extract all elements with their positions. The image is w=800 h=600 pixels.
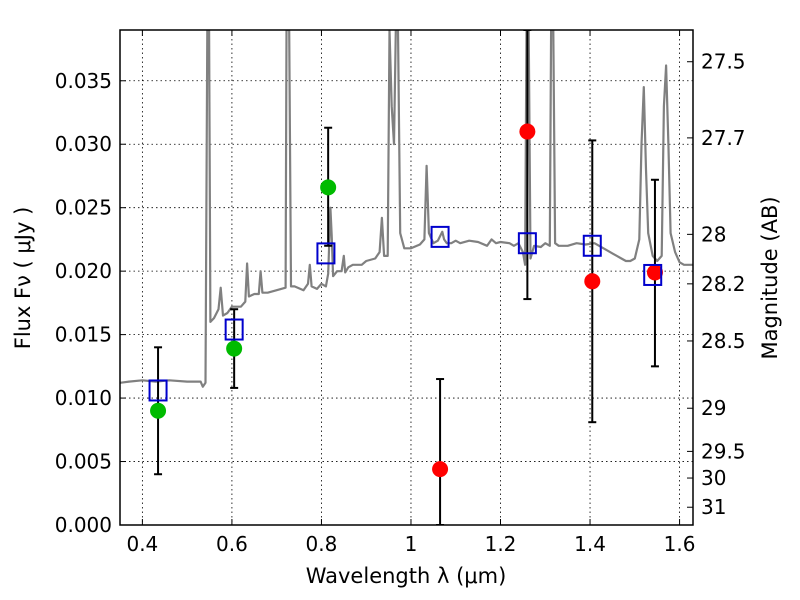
photometry-point [320,179,337,196]
photometry-point [226,340,243,357]
magnitude-tick-label: 29 [701,396,726,420]
y-tick-label: 0.000 [55,513,112,537]
x-tick-label: 0.4 [126,532,158,556]
magnitude-tick-label: 27.5 [701,50,746,74]
plot-area [120,30,693,525]
magnitude-tick-label: 28.5 [701,329,746,353]
y-axis-label: Flux Fν ( μJy ) [11,207,35,350]
y-tick-label: 0.010 [55,386,112,410]
y-tick-label: 0.025 [55,196,112,220]
y-tick-label: 0.015 [55,323,112,347]
model-flux-square [316,242,336,265]
model-flux-square [148,379,168,402]
photometry-point [150,402,167,419]
x-axis-label: Wavelength λ (μm) [306,564,507,588]
photometry-point [646,264,663,281]
y-tick-label: 0.030 [55,132,112,156]
y-tick-label: 0.035 [55,69,112,93]
model-flux-square [643,263,663,286]
x-tick-label: 1.2 [485,532,517,556]
y-axis-right-label: Magnitude (AB) [758,196,782,359]
photometry-point [584,273,601,290]
x-tick-label: 1.4 [574,532,606,556]
model-flux-square [517,232,537,255]
magnitude-tick-label: 29.5 [701,439,746,463]
x-tick-label: 0.6 [216,532,248,556]
photometry-point [519,123,536,140]
y-tick-label: 0.020 [55,259,112,283]
tick-marks [120,30,693,526]
model-flux-square [224,318,244,341]
x-tick-label: 1 [405,532,418,556]
grid-lines [120,30,693,526]
magnitude-tick-label: 30 [701,466,726,490]
x-tick-label: 1.6 [664,532,696,556]
x-tick-label: 0.8 [306,532,338,556]
model-flux-square [582,234,602,257]
model-spectrum-line [120,30,693,388]
photometry-point [432,461,449,478]
magnitude-tick-label: 31 [701,495,726,519]
y-tick-label: 0.005 [55,450,112,474]
plot-frame [119,29,694,526]
magnitude-tick-label: 28 [701,222,726,246]
model-flux-square [430,225,450,248]
axes [119,29,694,526]
magnitude-tick-label: 28.2 [701,272,746,296]
magnitude-tick-label: 27.7 [701,126,746,150]
